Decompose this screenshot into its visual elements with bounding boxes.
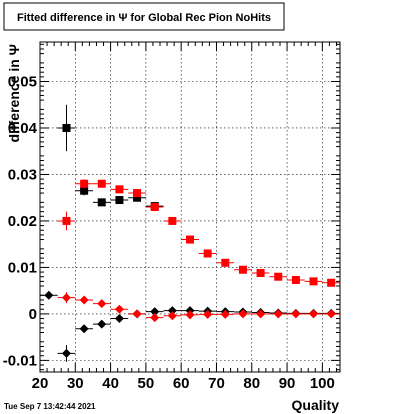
data-point-diamond — [185, 310, 195, 320]
data-point-square — [291, 275, 300, 284]
y-axis-tick-labels: -0.01 0 0.01 0.02 0.03 0.04 0.05 — [3, 74, 38, 370]
data-point-diamond — [203, 309, 213, 319]
x-tick-label: 80 — [243, 375, 260, 392]
y-tick-label: 0.05 — [8, 74, 37, 91]
x-tick-label: 30 — [67, 375, 84, 392]
x-tick-label: 60 — [173, 375, 190, 392]
data-point-diamond — [97, 319, 107, 329]
data-point-diamond — [61, 293, 71, 303]
data-point-square — [327, 278, 336, 287]
data-point-square — [80, 179, 89, 188]
data-point-diamond — [167, 306, 177, 316]
data-point-diamond — [114, 304, 124, 314]
data-point-diamond — [79, 324, 89, 334]
data-point-square — [133, 193, 142, 202]
data-point-square — [256, 269, 265, 277]
y-tick-label: 0.02 — [8, 213, 37, 230]
data-marks — [40, 104, 340, 362]
data-point-diamond — [150, 313, 160, 323]
y-tick-label: 0.03 — [8, 166, 37, 183]
data-point-diamond — [150, 307, 160, 317]
data-point-square — [168, 216, 177, 225]
y-tick-label: 0.01 — [8, 259, 37, 276]
data-point-diamond — [291, 309, 301, 319]
timestamp-footer: Tue Sep 7 13:42:44 2021 — [4, 402, 96, 411]
y-tick-label: 0.04 — [8, 120, 38, 137]
data-point-square — [203, 249, 212, 258]
x-tick-label: 90 — [279, 375, 296, 392]
x-axis-tick-labels: 20 30 40 50 60 70 80 90 100 — [32, 375, 335, 392]
data-point-square — [97, 198, 106, 207]
data-point-diamond — [132, 309, 142, 319]
data-point-diamond — [273, 309, 283, 319]
data-point-square — [97, 179, 106, 188]
data-point-square — [150, 203, 159, 211]
title-box — [3, 2, 285, 31]
data-point-diamond — [326, 309, 336, 319]
data-point-diamond — [79, 295, 89, 305]
data-point-square — [80, 186, 89, 195]
data-point-square — [115, 185, 124, 194]
data-point-diamond — [167, 311, 177, 321]
data-point-square — [238, 265, 247, 274]
chart-title: Fitted difference in Ψ for Global Rec Pi… — [17, 12, 271, 24]
data-point-square — [274, 272, 283, 281]
x-tick-label: 40 — [102, 375, 119, 392]
x-tick-label: 70 — [208, 375, 225, 392]
data-point-diamond — [309, 309, 319, 319]
plot-frame — [39, 41, 341, 373]
y-tick-label: -0.01 — [3, 352, 37, 369]
y-axis-title: difference in Ψ — [6, 44, 22, 142]
data-point-square — [309, 277, 318, 286]
data-point-square — [186, 235, 194, 244]
data-point-diamond — [238, 309, 248, 319]
x-tick-label: 100 — [310, 375, 335, 392]
data-point-diamond — [114, 314, 124, 324]
x-axis-title: Quality — [292, 397, 340, 413]
data-point-square — [115, 196, 124, 205]
data-point-square — [62, 123, 71, 132]
y-tick-label: 0 — [29, 306, 37, 323]
data-point-diamond — [44, 290, 54, 300]
data-point-diamond — [61, 348, 71, 358]
data-point-square — [221, 258, 230, 267]
data-point-diamond — [256, 309, 266, 319]
x-tick-label: 20 — [32, 375, 49, 392]
data-point-square — [133, 189, 142, 198]
axis-ticks — [39, 42, 340, 372]
data-point-diamond — [97, 299, 107, 309]
x-tick-label: 50 — [138, 375, 155, 392]
data-point-square — [62, 216, 71, 225]
data-point-diamond — [220, 309, 230, 319]
